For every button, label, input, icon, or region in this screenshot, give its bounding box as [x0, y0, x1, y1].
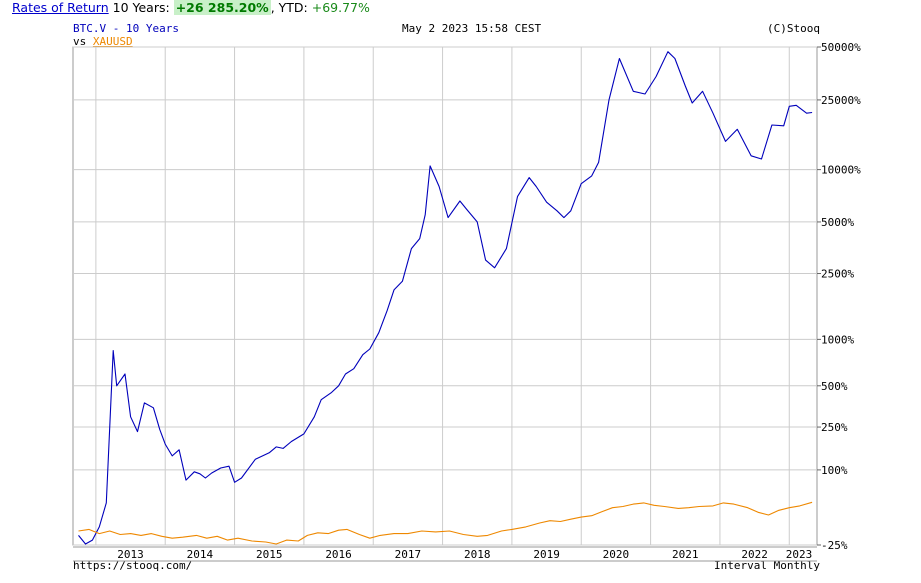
y-tick-label: 100% — [821, 464, 848, 477]
y-tick-label: 1000% — [821, 333, 854, 346]
compare-symbol-link[interactable]: XAUUSD — [92, 35, 133, 48]
x-tick-label: 2013 — [117, 548, 144, 561]
y-tick-label: -25% — [821, 539, 848, 552]
series-line-xauusd — [78, 501, 813, 545]
y-tick-label: 25000% — [821, 94, 861, 107]
y-tick-label: 500% — [821, 380, 848, 393]
x-tick-label: 2015 — [256, 548, 283, 561]
vs-label: vs — [73, 35, 87, 48]
x-tick-label: 2017 — [395, 548, 422, 561]
y-tick-label: 50000% — [821, 41, 861, 54]
chart-symbol-title: BTC.V - 10 Years — [73, 22, 179, 35]
x-tick-label: 2018 — [464, 548, 491, 561]
x-tick-label: 2014 — [187, 548, 214, 561]
x-tick-label: 2021 — [672, 548, 699, 561]
rates-of-return-link[interactable]: Rates of Return — [12, 0, 109, 15]
source-url: https://stooq.com/ — [73, 559, 193, 572]
y-tick-label: 10000% — [821, 164, 861, 177]
ytd-return-value: +69.77% — [311, 0, 370, 15]
x-tick-label: 2019 — [533, 548, 560, 561]
interval-label: Interval Monthly — [714, 559, 820, 572]
chart-timestamp: May 2 2023 15:58 CEST — [402, 22, 542, 35]
ytd-label: YTD: — [278, 0, 308, 15]
plot-area — [72, 46, 818, 546]
x-tick-label: 2016 — [325, 548, 352, 561]
y-tick-label: 2500% — [821, 268, 854, 281]
period-label: 10 Years: — [112, 0, 170, 15]
x-tick-label: 2020 — [603, 548, 630, 561]
chart-copyright: (C)Stooq — [767, 22, 820, 35]
chart-compare-row: vs XAUUSD — [73, 35, 133, 48]
period-return-value: +26 285.20% — [173, 0, 271, 15]
rates-of-return-header: Rates of Return 10 Years: +26 285.20%, Y… — [12, 0, 370, 15]
x-tick-label: 2022 — [741, 548, 768, 561]
series-line-btc-v — [78, 51, 813, 545]
y-tick-label: 250% — [821, 421, 848, 434]
x-tick-label: 2023 — [786, 548, 813, 561]
y-tick-label: 5000% — [821, 216, 854, 229]
